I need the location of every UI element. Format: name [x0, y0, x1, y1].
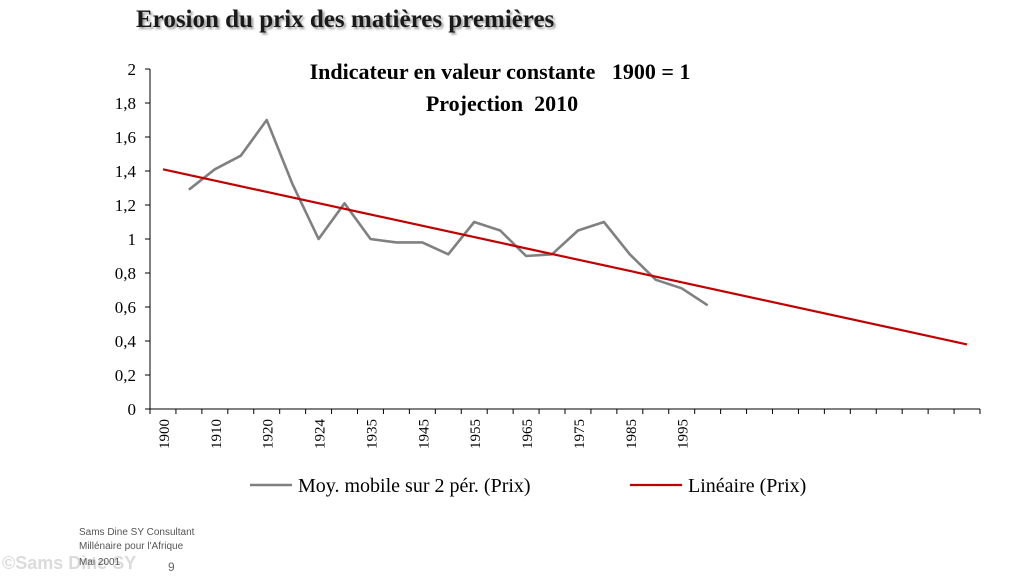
- slide-title: Erosion du prix des matières premières: [136, 6, 555, 33]
- y-tick-label: 0,2: [115, 366, 136, 385]
- page-number: 9: [168, 560, 175, 574]
- y-tick-label: 1,6: [115, 128, 136, 147]
- footer-author: Sams Dine SY Consultant: [79, 527, 195, 538]
- x-tick-label: 1900: [157, 419, 173, 449]
- y-tick-label: 1,4: [115, 162, 137, 181]
- y-tick-label: 1: [128, 230, 137, 249]
- y-tick-label: 0,6: [115, 298, 136, 317]
- y-tick-label: 0,8: [115, 264, 136, 283]
- x-tick-label: 1945: [416, 419, 432, 449]
- y-tick-label: 0: [128, 400, 137, 419]
- x-tick-label: 1975: [572, 419, 588, 449]
- y-axis-ticks: 0 0,2 0,4 0,6 0,8 1 1,2 1,4 1,6 1,8 2: [115, 60, 150, 419]
- x-tick-label: 1955: [468, 419, 484, 449]
- series-layer: [162, 118, 968, 346]
- x-tick-label: 1924: [313, 419, 329, 450]
- x-tick-label: 1935: [364, 419, 380, 449]
- y-tick-label: 0,4: [115, 332, 137, 351]
- series-line-moving-average: [188, 118, 709, 307]
- x-tick-label: 1965: [520, 419, 536, 449]
- series-line-linear-trend: [162, 168, 968, 346]
- x-tick-label: 1985: [624, 419, 640, 449]
- footer-organization: Millénaire pour l'Afrique: [79, 541, 184, 552]
- legend: Moy. mobile sur 2 pér. (Prix) Linéaire (P…: [250, 475, 806, 497]
- footer-date: Mai 2001: [79, 557, 121, 568]
- legend-label-moving-average: Moy. mobile sur 2 pér. (Prix): [298, 475, 531, 497]
- y-tick-label: 1,2: [115, 196, 136, 215]
- legend-label-linear-trend: Linéaire (Prix): [688, 475, 806, 497]
- x-tick-label: 1995: [676, 419, 692, 449]
- chart-title: Indicateur en valeur constante 1900 = 1: [310, 59, 691, 84]
- y-tick-label: 2: [128, 60, 137, 79]
- axes: [149, 69, 980, 410]
- copyright-watermark: ©Sams Dine SY: [2, 553, 137, 573]
- x-tick-label: 1920: [261, 419, 277, 449]
- y-tick-label: 1,8: [115, 94, 136, 113]
- x-tick-label: 1910: [209, 419, 225, 449]
- x-axis-ticks: 1900 1910 1920 1924 1935 1945 1955 1965 1975 1985…: [149, 409, 981, 450]
- chart-subtitle: Projection 2010: [426, 91, 578, 116]
